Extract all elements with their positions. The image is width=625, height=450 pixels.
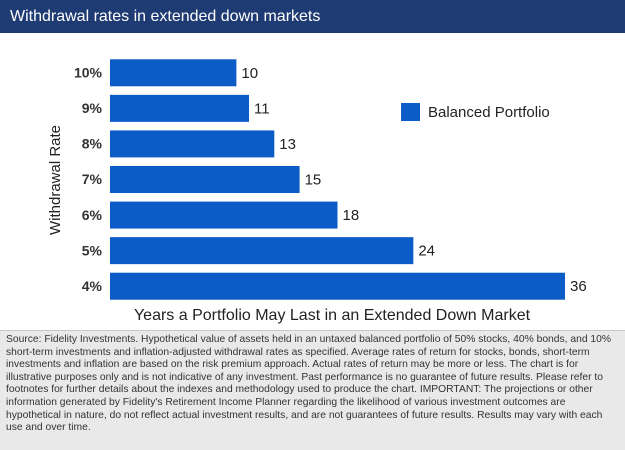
bar [110, 59, 237, 87]
bar [110, 94, 250, 122]
y-tick-label: 9% [82, 100, 103, 116]
bar [110, 130, 275, 158]
legend-label: Balanced Portfolio [428, 104, 550, 121]
bar [110, 166, 300, 193]
header-band [0, 0, 625, 33]
y-tick-label: 10% [74, 64, 103, 80]
chart-title: Withdrawal rates in extended down market… [10, 8, 320, 25]
footnote: Source: Fidelity Investments. Hypothetic… [0, 330, 625, 450]
y-tick-label: 8% [82, 136, 103, 152]
data-label: 10 [241, 65, 258, 82]
data-label: 13 [279, 136, 296, 153]
y-tick-label: 4% [82, 278, 103, 294]
data-label: 36 [570, 278, 587, 295]
bar [110, 201, 338, 229]
bar [110, 272, 565, 300]
y-tick-label: 7% [82, 171, 103, 187]
data-label: 11 [254, 100, 270, 117]
data-label: 18 [343, 207, 360, 224]
y-tick-label: 5% [82, 242, 103, 258]
data-label: 15 [305, 171, 322, 188]
x-axis-title: Years a Portfolio May Last in an Extende… [134, 307, 531, 324]
y-tick-label: 6% [82, 207, 103, 223]
y-axis-title: Withdrawal Rate [47, 125, 64, 235]
legend-swatch [401, 103, 420, 121]
bar [110, 237, 414, 265]
data-label: 24 [418, 243, 435, 260]
chart: Withdrawal rates in extended down market… [0, 0, 625, 324]
